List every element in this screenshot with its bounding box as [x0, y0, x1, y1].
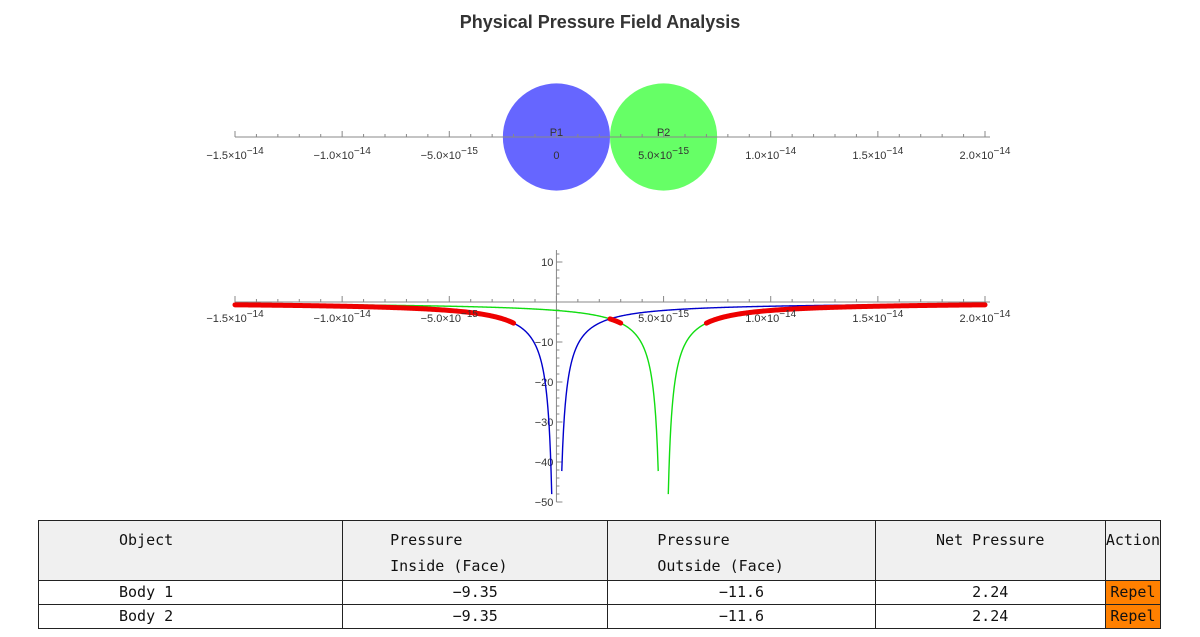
y-tick-label: −10	[535, 337, 554, 349]
cell-object: Body 2	[37, 603, 344, 630]
cell-outside: −11.6	[607, 603, 876, 630]
highlight-segment	[703, 302, 988, 326]
header-action: Action	[1104, 520, 1162, 581]
series-2-line	[234, 303, 659, 472]
x-tick-label: −1.5×10−14	[206, 309, 264, 325]
x-tick-label: −1.5×10−14	[206, 146, 264, 162]
header-pressure-outside: Pressure Outside (Face)	[607, 520, 876, 581]
series-2-line	[667, 304, 985, 495]
cell-action: Repel	[1104, 603, 1162, 630]
series-1-line	[561, 303, 986, 472]
cell-net: 2.24	[874, 579, 1106, 605]
header-pressure-inside: Pressure Inside (Face)	[342, 520, 609, 581]
cell-inside: −9.35	[342, 603, 609, 630]
position-chart: P1 P2−1.5×10−14 −1.0×10−14 −5.0×10−15 0 5.0×1…	[206, 83, 1011, 191]
table-row: Body 1 −9.35 −11.6 2.24 Repel	[37, 579, 1162, 605]
x-tick-label: 1.5×10−14	[852, 146, 903, 162]
table-header-row: Object Pressure Inside (Face) Pressure Out…	[37, 520, 1162, 581]
highlight-segment	[232, 302, 517, 326]
cell-object: Body 1	[37, 579, 344, 605]
x-tick-label: 2.0×10−14	[960, 146, 1011, 162]
table-row: Body 2 −9.35 −11.6 2.24 Repel	[37, 603, 1162, 630]
cell-outside: −11.6	[607, 579, 876, 605]
cell-inside: −9.35	[342, 579, 609, 605]
y-tick-label: −30	[535, 417, 554, 429]
x-tick-label: 5.0×10−15	[638, 309, 689, 325]
header-object: Object	[37, 520, 344, 581]
y-tick-label: 10	[541, 257, 553, 269]
highlight-segment	[607, 316, 624, 326]
chart-title: Physical Pressure Field Analysis	[459, 12, 741, 32]
x-tick-label: 2.0×10−14	[960, 309, 1011, 325]
x-tick-label: −5.0×10−15	[421, 146, 479, 162]
x-tick-label: −1.0×10−14	[313, 146, 371, 162]
x-tick-label: 1.5×10−14	[852, 309, 903, 325]
x-tick-label: 1.0×10−14	[745, 146, 796, 162]
pressure-field-chart: 10−10−20−30−40−50−1.5×10−14 −1.0×10−14 −5.…	[206, 250, 1011, 509]
y-tick-label: −50	[535, 497, 554, 509]
y-tick-label: −20	[535, 377, 554, 389]
results-table: Object Pressure Inside (Face) Pressure Out…	[37, 520, 1162, 630]
cell-net: 2.24	[874, 603, 1106, 630]
series-1-line	[235, 304, 553, 495]
x-tick-label: 0	[553, 150, 559, 162]
x-tick-label: −1.0×10−14	[313, 309, 371, 325]
header-net-pressure: Net Pressure	[874, 520, 1106, 581]
y-tick-label: −40	[535, 457, 554, 469]
cell-action: Repel	[1104, 579, 1162, 605]
